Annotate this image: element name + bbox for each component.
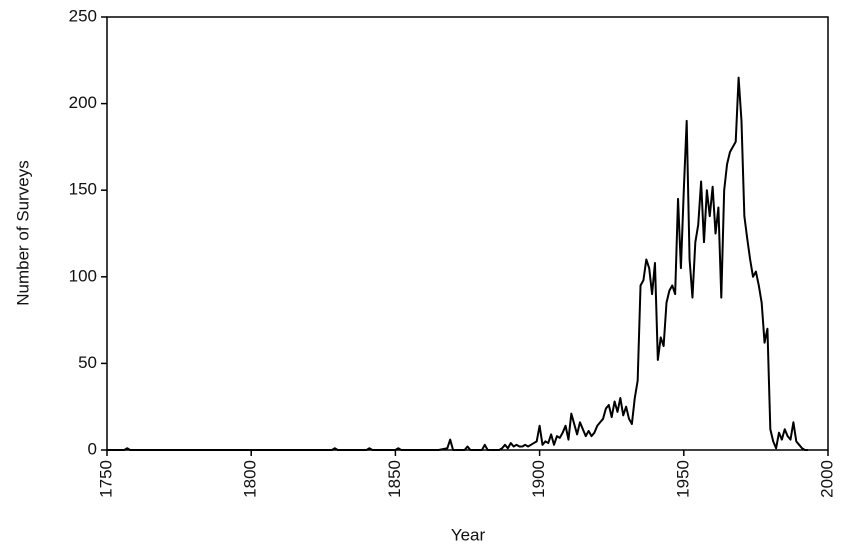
x-tick-label: 1850 bbox=[385, 460, 404, 498]
x-tick-label: 1900 bbox=[529, 460, 548, 498]
x-tick-label: 2000 bbox=[817, 460, 836, 498]
x-tick-label: 1950 bbox=[673, 460, 692, 498]
x-tick-label: 1750 bbox=[96, 460, 115, 498]
y-tick-label: 200 bbox=[69, 93, 97, 112]
y-tick-label: 250 bbox=[69, 6, 97, 25]
y-tick-label: 50 bbox=[78, 353, 97, 372]
y-tick-label: 100 bbox=[69, 266, 97, 285]
y-tick-label: 0 bbox=[88, 439, 97, 458]
y-tick-label: 150 bbox=[69, 180, 97, 199]
data-line bbox=[107, 76, 808, 451]
x-tick-label: 1800 bbox=[241, 460, 260, 498]
y-axis-label: Number of Surveys bbox=[13, 160, 32, 306]
x-axis-label: Year bbox=[451, 525, 486, 544]
plot-frame bbox=[106, 16, 829, 451]
